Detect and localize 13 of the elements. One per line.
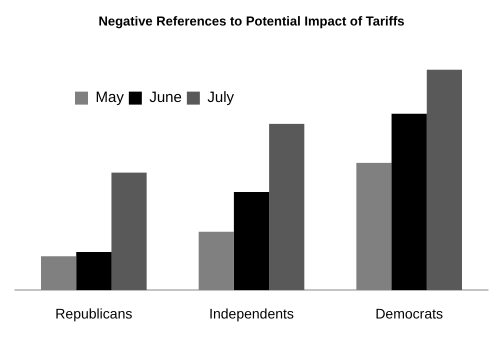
bar [426, 70, 462, 290]
bar [234, 192, 270, 290]
bar [76, 252, 112, 290]
bar [269, 124, 304, 290]
bar [392, 114, 427, 290]
x-tick-label: Republicans [55, 305, 132, 322]
legend-label: July [207, 89, 235, 106]
legend-label: May [96, 89, 124, 106]
legend-label: June [149, 89, 182, 106]
x-tick-label: Democrats [375, 305, 444, 322]
chart-title: Negative References to Potential Impact of Tariffs [98, 13, 405, 28]
x-tick-label: Independents [209, 305, 294, 322]
bar [111, 172, 147, 290]
